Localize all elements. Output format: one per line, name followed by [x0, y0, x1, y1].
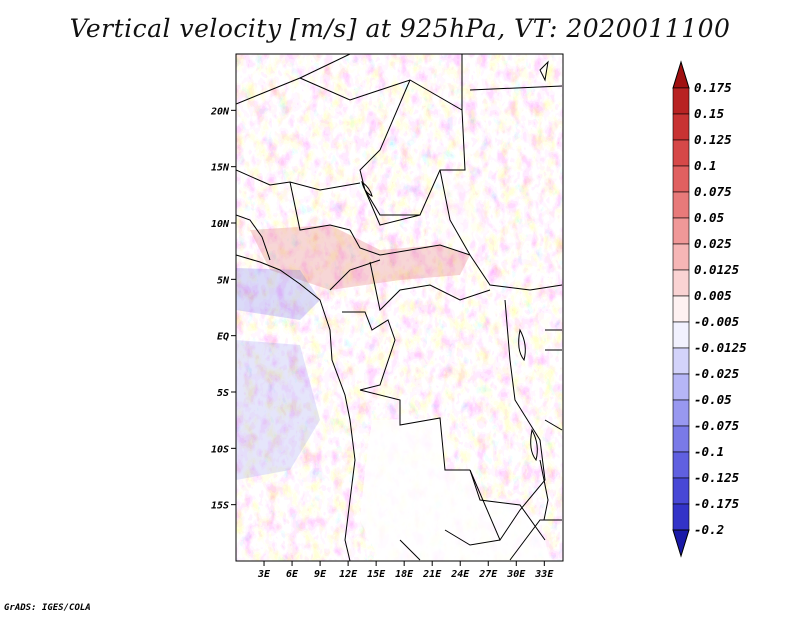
colorbar-label: 0.075 — [694, 184, 732, 199]
lon-tick-label: 6E — [286, 569, 299, 580]
colorbar-cell — [672, 139, 690, 167]
colorbar-label: -0.125 — [694, 470, 740, 485]
colorbar-cell — [672, 477, 690, 505]
colorbar-cell — [672, 321, 690, 349]
lon-tick-label: 33E — [534, 569, 554, 580]
map-title: Vertical velocity [m/s] at 925hPa, VT: 2… — [69, 14, 731, 43]
lat-tick-label: 15S — [211, 501, 229, 512]
colorbar-cell — [672, 269, 690, 297]
colorbar-legend: 0.175 0.15 0.125 0.1 0.075 0.05 0.025 0.0125 0.0… — [672, 60, 747, 558]
colorbar-label: 0.175 — [694, 80, 732, 95]
velocity-field — [236, 54, 563, 561]
lat-tick-label: EQ — [217, 332, 229, 343]
colorbar-cell — [672, 243, 690, 271]
colorbar-top-arrow — [672, 60, 690, 89]
lon-tick-label: 30E — [506, 569, 526, 580]
colorbar-label: -0.025 — [694, 366, 740, 381]
lon-tick-label: 12E — [339, 569, 358, 580]
colorbar-bottom-arrow — [672, 529, 690, 558]
map-frame — [235, 53, 564, 562]
colorbar-label: -0.175 — [694, 496, 740, 511]
colorbar-cell — [672, 503, 690, 531]
colorbar-cell — [672, 373, 690, 401]
colorbar-label: 0.125 — [694, 132, 732, 147]
colorbar-cell — [672, 399, 690, 427]
colorbar-cell — [672, 451, 690, 479]
colorbar-cell — [672, 191, 690, 219]
lon-tick-label: 18E — [395, 569, 414, 580]
lat-tick-label: 20N — [210, 106, 230, 117]
lat-tick-label: 10N — [211, 219, 230, 230]
colorbar-cell — [672, 217, 690, 245]
colorbar-label: 0.05 — [694, 210, 725, 225]
longitude-axis: 3E 6E 9E 12E 15E 18E 21E 24E 27E 30E 33E — [257, 561, 554, 580]
colorbar-label: -0.05 — [694, 392, 732, 407]
lon-tick-label: 24E — [450, 569, 470, 580]
lat-tick-label: 10S — [211, 444, 229, 455]
colorbar-label: -0.2 — [694, 522, 724, 537]
lat-tick-label: 15N — [211, 163, 230, 174]
colorbar-cell — [672, 295, 690, 323]
lon-tick-label: 27E — [478, 569, 498, 580]
colorbar-label: -0.005 — [694, 314, 740, 329]
lon-tick-label: 21E — [422, 569, 442, 580]
lon-tick-label: 9E — [314, 569, 327, 580]
credit-text: GrADS: IGES/COLA — [4, 603, 91, 613]
colorbar-cell — [672, 165, 690, 193]
lat-tick-label: 5S — [217, 388, 229, 399]
lat-tick-label: 5N — [217, 275, 230, 286]
colorbar-label: 0.0125 — [694, 262, 740, 277]
colorbar-label: 0.025 — [694, 236, 732, 251]
country-borders — [236, 54, 563, 561]
colorbar-label: 0.15 — [694, 106, 725, 121]
colorbar-cell — [672, 347, 690, 375]
lon-tick-label: 15E — [367, 569, 386, 580]
colorbar-cell — [672, 87, 690, 115]
lon-tick-label: 3E — [257, 569, 271, 580]
colorbar-cell — [672, 425, 690, 453]
colorbar-label: 0.005 — [694, 288, 732, 303]
colorbar-cell — [672, 113, 690, 141]
colorbar-label: -0.0125 — [694, 340, 747, 355]
latitude-axis: 20N 15N 10N 5N EQ 5S 10S 15S — [210, 106, 236, 512]
colorbar-label: -0.075 — [694, 418, 740, 433]
colorbar-label: 0.1 — [694, 158, 717, 173]
colorbar-label: -0.1 — [694, 444, 724, 459]
